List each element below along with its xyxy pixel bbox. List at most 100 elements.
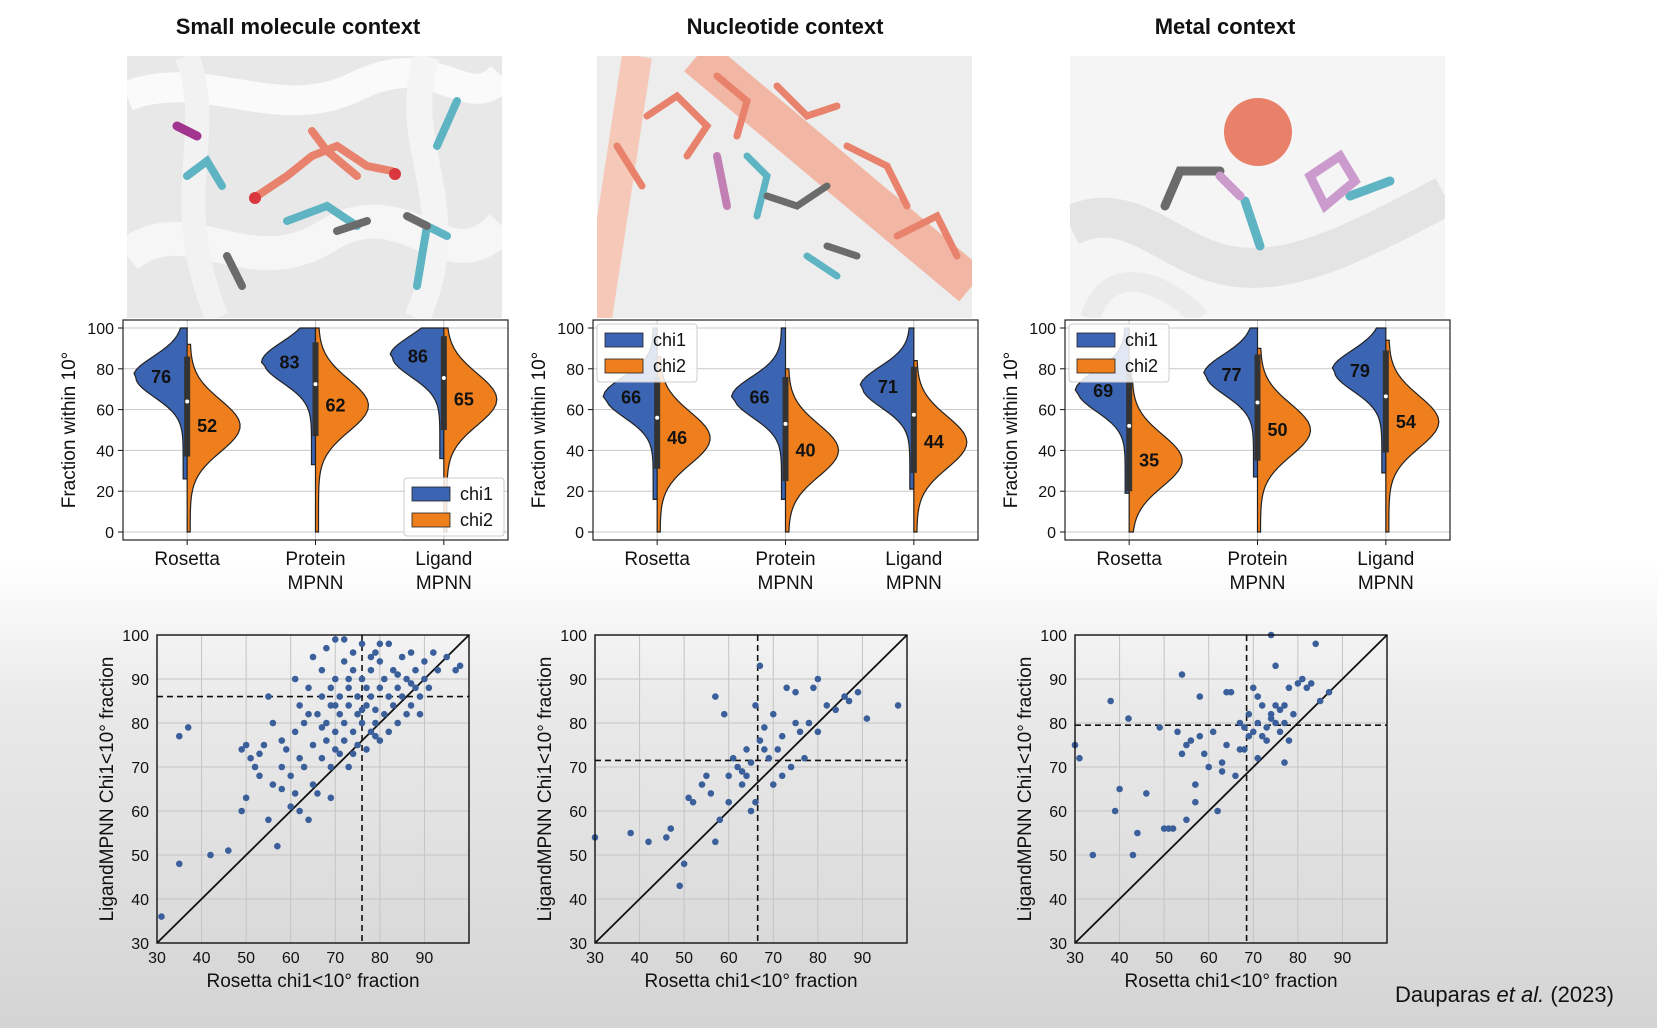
scatter-point <box>1196 693 1204 700</box>
y-axis-label: Fraction within 10° <box>529 352 550 509</box>
scatter-point <box>1325 688 1333 696</box>
y-tick-label: 60 <box>1049 804 1067 821</box>
scatter-point <box>1187 737 1195 744</box>
value-label-chi2: 54 <box>1396 412 1416 432</box>
scatter-point <box>349 649 357 656</box>
y-tick-label: 100 <box>560 628 587 645</box>
scatter-point <box>421 675 428 683</box>
x-tick-label: 80 <box>809 950 827 967</box>
scatter-point <box>796 728 804 736</box>
scatter-point <box>158 913 165 920</box>
y-tick-label: 60 <box>566 403 584 420</box>
scatter-point <box>247 754 254 762</box>
x-tick-label: 60 <box>1200 950 1218 967</box>
violin-median <box>1383 394 1388 399</box>
scatter-point <box>1143 790 1150 797</box>
scatter-point <box>645 838 652 846</box>
scatter-point <box>1174 728 1181 736</box>
scatter-point <box>792 688 799 696</box>
y-tick-label: 100 <box>87 321 114 338</box>
y-tick-label: 20 <box>96 484 114 501</box>
scatter-point <box>1245 710 1253 718</box>
scatter-point <box>1178 750 1186 758</box>
scatter-point <box>676 882 683 890</box>
scatter-point <box>376 737 384 744</box>
legend-swatch <box>604 358 644 374</box>
legend-label: chi2 <box>460 510 493 530</box>
scatter-point <box>1281 759 1288 766</box>
scatter-point <box>1303 684 1311 692</box>
scatter-point <box>291 728 299 736</box>
y-tick-label: 0 <box>105 525 114 542</box>
scatter-point <box>407 702 415 709</box>
value-label-chi2: 52 <box>197 416 217 436</box>
legend-swatch <box>1076 358 1116 374</box>
scatter-point <box>389 666 397 674</box>
violin-panel-small-molecule: 0 20 40 60 80 100 Rosetta Protein MPNN Ligand MPNN… <box>45 319 515 630</box>
y-tick-label: 50 <box>1049 848 1067 865</box>
scatter-point <box>398 693 406 700</box>
x-tick-label: Protein <box>755 549 815 570</box>
scatter-point <box>769 781 777 788</box>
value-label-chi1: 69 <box>1093 381 1113 401</box>
y-tick-label: 50 <box>131 848 149 865</box>
scatter-point <box>1254 693 1262 700</box>
scatter-point <box>256 772 263 780</box>
scatter-point <box>1129 851 1137 859</box>
y-tick-label: 60 <box>569 804 587 821</box>
scatter-point <box>769 710 777 718</box>
y-tick-label: 100 <box>557 321 584 338</box>
scatter-point <box>716 816 724 824</box>
scatter-point <box>251 763 259 771</box>
violin-chi1 <box>1331 327 1387 474</box>
scatter-point <box>1290 710 1297 718</box>
y-tick-label: 100 <box>1029 321 1056 338</box>
y-tick-label: 0 <box>1047 525 1056 542</box>
scatter-point <box>385 693 393 700</box>
scatter-point <box>318 693 326 700</box>
violin-chi2 <box>186 343 241 533</box>
scatter-point <box>765 754 773 762</box>
value-label-chi1: 66 <box>621 387 641 407</box>
x-tick-label: 60 <box>282 950 300 967</box>
x-axis-label: Rosetta chi1<10° fraction <box>206 971 419 992</box>
scatter-point <box>412 684 419 692</box>
scatter-point <box>349 666 357 674</box>
title-nucleotide: Nucleotide context <box>686 14 884 39</box>
scatter-point <box>175 860 183 868</box>
scatter-point <box>1249 684 1257 692</box>
scatter-point <box>242 741 250 749</box>
y-tick-label: 80 <box>1038 362 1056 379</box>
scatter-point <box>1294 680 1302 687</box>
scatter-point <box>363 684 370 692</box>
scatter-point <box>323 719 330 727</box>
violin-chi1 <box>389 327 445 460</box>
violin-panel-metal: 0 20 40 60 80 100 Rosetta Protein MPNN Ligand MPNN… <box>987 319 1457 630</box>
scatter-point <box>367 728 375 736</box>
y-tick-label: 40 <box>566 443 584 460</box>
x-tick-label: 90 <box>854 950 872 967</box>
scatter-point <box>778 732 786 740</box>
scatter-point <box>832 706 839 714</box>
y-tick-label: 40 <box>1038 443 1056 460</box>
y-tick-label: 40 <box>131 892 149 909</box>
scatter-point <box>1267 710 1275 718</box>
scatter-point <box>376 658 384 665</box>
scatter-point <box>305 684 312 692</box>
scatter-point <box>358 706 366 714</box>
violin-panel-nucleotide: 0 20 40 60 80 100 Rosetta Protein MPNN Ligand MPNN… <box>515 319 985 630</box>
scatter-point <box>738 781 746 788</box>
scatter-point <box>354 693 361 700</box>
value-label-chi2: 35 <box>1139 451 1159 471</box>
scatter-point <box>291 675 299 683</box>
scatter-point <box>367 693 375 700</box>
scatter-point <box>756 737 764 744</box>
scatter-point <box>358 675 366 683</box>
x-tick-label: MPNN <box>1230 573 1286 594</box>
violin-chi1 <box>730 327 787 500</box>
scatter-point <box>376 684 384 692</box>
scatter-point <box>1281 719 1288 727</box>
scatter-point <box>207 851 214 859</box>
value-label-chi1: 66 <box>749 387 769 407</box>
scatter-point <box>318 754 326 762</box>
